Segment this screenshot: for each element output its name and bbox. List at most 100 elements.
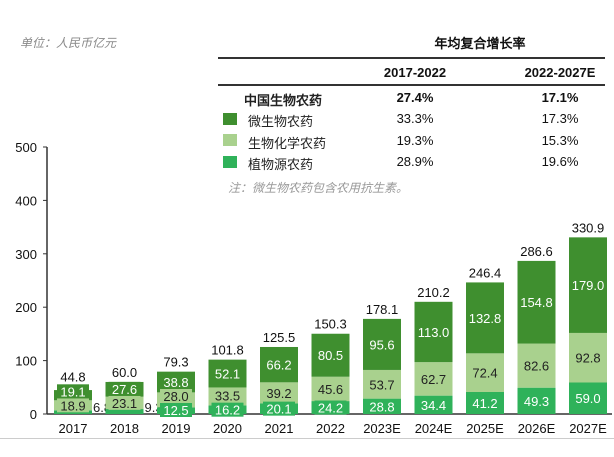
- row-label-microbial: 微生物农药: [248, 114, 314, 129]
- data-label: 28.0: [163, 389, 188, 404]
- data-label: 41.2: [472, 396, 497, 411]
- x-tick-label: 2018: [110, 421, 139, 436]
- data-label: 66.2: [266, 358, 291, 373]
- data-label-box: [160, 389, 192, 403]
- data-label: 62.7: [421, 372, 446, 387]
- row-total-v2: 17.1%: [541, 90, 579, 105]
- data-label: 19.1: [60, 384, 85, 399]
- data-label: 23.1: [112, 396, 137, 411]
- bar-segment: [466, 353, 504, 392]
- data-label: 38.8: [163, 375, 188, 390]
- bar-segment: [517, 260, 556, 344]
- bar-segment: [157, 371, 195, 393]
- data-label: 179.0: [572, 278, 605, 293]
- total-label: 101.8: [211, 343, 244, 358]
- total-label: 286.6: [520, 244, 553, 259]
- data-label: 45.6: [318, 382, 343, 397]
- total-label: 60.0: [112, 365, 137, 380]
- row-microbial-v1: 33.3%: [396, 111, 434, 126]
- data-label: 34.4: [421, 398, 446, 413]
- bar-segment: [466, 282, 504, 354]
- bar-segment: [311, 333, 350, 377]
- y-tick-label: 500: [15, 140, 37, 155]
- data-label-box: [314, 400, 347, 415]
- data-label: 12.5: [163, 403, 188, 418]
- row-microbial-v2: 17.3%: [541, 111, 579, 126]
- data-label: 80.5: [318, 348, 343, 363]
- x-tick-label: 2019: [162, 421, 191, 436]
- bar-segment: [414, 362, 453, 396]
- legend-swatch-microbial: [223, 113, 237, 125]
- total-label: 178.1: [366, 302, 399, 317]
- bar-segment: [569, 237, 607, 333]
- data-label: 154.8: [520, 295, 553, 310]
- row-label-biochemical: 生物化学农药: [248, 136, 327, 151]
- total-label: 330.9: [572, 220, 605, 235]
- y-tick-label: 400: [15, 193, 37, 208]
- x-tick-label: 2027E: [569, 421, 607, 436]
- bar-segment: [517, 387, 556, 414]
- bar-segment: [311, 376, 350, 402]
- total-label: 125.5: [263, 330, 296, 345]
- data-label: 72.4: [472, 366, 497, 381]
- data-label: 95.6: [369, 337, 394, 352]
- total-label: 79.3: [163, 355, 188, 370]
- data-label: 24.2: [318, 401, 343, 416]
- total-label: 210.2: [417, 285, 450, 300]
- bar-segment: [363, 369, 401, 399]
- bottom-divider: [0, 438, 614, 439]
- data-label: 18.9: [60, 398, 85, 413]
- x-tick-label: 2023E: [363, 421, 401, 436]
- data-label-box: [211, 402, 244, 417]
- row-label-total: 中国生物农药: [244, 93, 323, 108]
- data-label-box: [263, 401, 295, 416]
- total-label: 150.3: [314, 317, 347, 332]
- bar-segment: [260, 382, 298, 404]
- x-tick-label: 2025E: [466, 421, 504, 436]
- x-tick-label: 2017: [59, 421, 88, 436]
- bar-segment: [569, 332, 607, 383]
- col-header-1: 2017-2022: [383, 65, 447, 80]
- data-label-box: [57, 384, 89, 399]
- data-label: 132.8: [469, 311, 502, 326]
- data-label: 27.6: [112, 382, 137, 397]
- data-label: 39.2: [266, 386, 291, 401]
- data-label: 20.1: [266, 402, 291, 417]
- data-label: 49.3: [524, 394, 549, 409]
- x-tick-label: 2020: [213, 421, 242, 436]
- bar-segment: [414, 395, 453, 414]
- row-biochemical-v2: 15.3%: [541, 133, 579, 148]
- data-label-box: [108, 395, 141, 410]
- y-tick-label: 0: [30, 407, 37, 422]
- data-label: 113.0: [418, 325, 450, 340]
- row-plant-v1: 28.9%: [396, 154, 434, 169]
- x-tick-label: 2024E: [415, 421, 453, 436]
- table-note: 注：微生物农药包含农用抗生素。: [228, 181, 409, 195]
- bar-segment: [105, 409, 144, 414]
- row-plant-v2: 19.6%: [541, 154, 579, 169]
- bar-segment: [569, 382, 607, 414]
- table-rule-top: [218, 57, 605, 59]
- data-label-box: [108, 381, 141, 396]
- cagr-title: 年均复合增长率: [434, 36, 526, 51]
- y-tick-label: 300: [15, 247, 37, 262]
- bar-segment: [363, 318, 401, 370]
- x-tick-label: 2021: [265, 421, 294, 436]
- unit-label: 单位：人民币亿元: [20, 36, 117, 50]
- data-label: 28.8: [369, 399, 394, 414]
- data-label: 16.2: [215, 403, 240, 418]
- bar-segment: [517, 343, 556, 388]
- data-label-box: [57, 398, 89, 413]
- total-label: 246.4: [469, 265, 502, 280]
- data-label: 82.6: [524, 359, 549, 374]
- bar-segment: [208, 387, 247, 406]
- row-label-plant: 植物源农药: [248, 157, 314, 172]
- data-label: 53.7: [369, 377, 394, 392]
- bar-segment: [466, 391, 504, 414]
- data-label: 92.8: [575, 351, 600, 366]
- legend-swatch-plant: [223, 156, 237, 168]
- legend-swatch-biochemical: [223, 134, 237, 146]
- data-label: 52.1: [215, 367, 240, 382]
